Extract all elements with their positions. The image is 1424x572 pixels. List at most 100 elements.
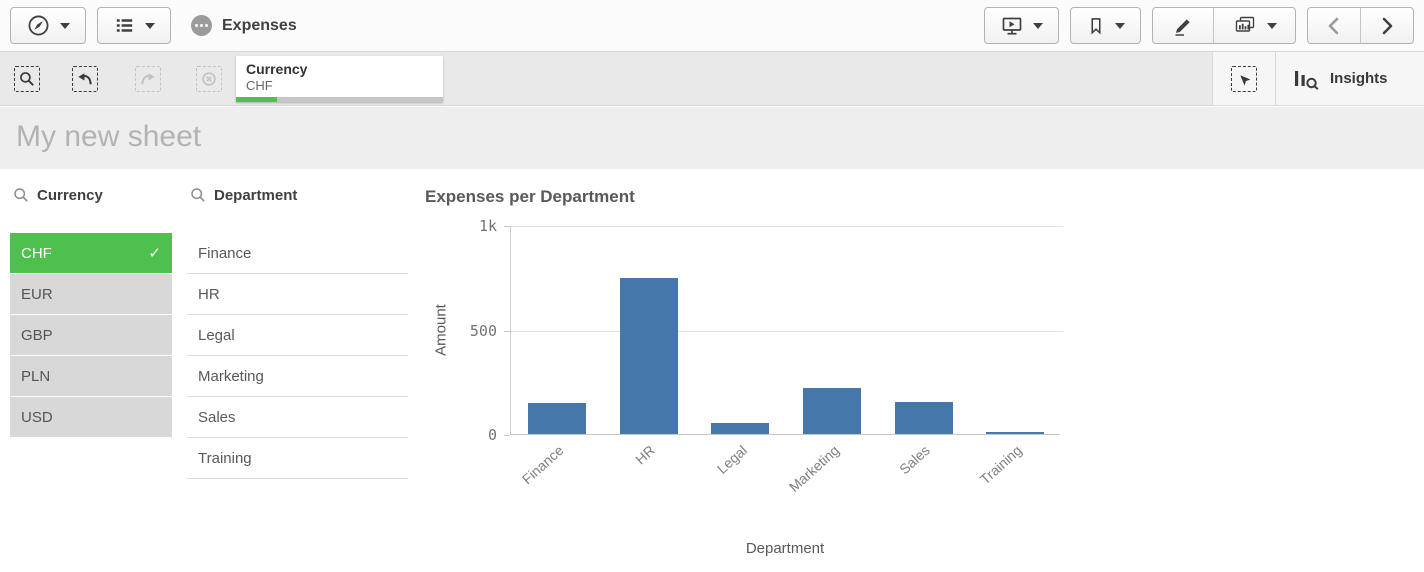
- list-item-label: HR: [198, 285, 220, 303]
- y-tick-label: 500: [469, 322, 497, 340]
- gridline: [511, 331, 1063, 332]
- undo-selection-button[interactable]: [72, 66, 98, 92]
- chart-title: Expenses per Department: [425, 187, 635, 206]
- filter-pane-header[interactable]: Currency: [10, 183, 172, 207]
- y-axis-title: Amount: [432, 304, 450, 356]
- compass-icon: [28, 15, 49, 36]
- selection-value: CHF: [246, 78, 273, 93]
- filter-pane-currency: Currency CHF ✓ EUR GBP PLN USD: [10, 183, 172, 438]
- y-tick-label: 0: [487, 426, 497, 444]
- smart-search-button[interactable]: [14, 66, 40, 92]
- toolbar-right: [984, 7, 1414, 44]
- tick-mark: [504, 226, 510, 227]
- clear-selections-button[interactable]: [196, 66, 222, 92]
- storytelling-button[interactable]: [984, 7, 1059, 44]
- magnifier-icon: [14, 188, 28, 202]
- insights-logo-icon: [1295, 70, 1319, 90]
- list-item-label: Sales: [198, 408, 236, 426]
- undo-selection-icon: [72, 66, 98, 92]
- caret-down-icon: [1033, 22, 1043, 29]
- search-selection-icon: [14, 66, 40, 92]
- filter-pane-header[interactable]: Department: [187, 183, 408, 207]
- bar-finance[interactable]: [528, 403, 586, 434]
- app-navigation-button[interactable]: [97, 7, 171, 44]
- bookmark-icon: [1091, 17, 1101, 34]
- tick-mark: [504, 435, 510, 436]
- list-item[interactable]: EUR: [10, 274, 172, 314]
- previous-sheet-button[interactable]: [1308, 8, 1360, 43]
- selection-progress-fill: [236, 97, 278, 102]
- bar-marketing[interactable]: [803, 388, 861, 434]
- app-options-icon[interactable]: [191, 15, 212, 36]
- selections-bar: Currency CHF: [0, 52, 1424, 106]
- x-category-label: Marketing: [785, 442, 842, 496]
- divider: [1275, 52, 1276, 105]
- insights-button[interactable]: Insights: [1292, 67, 1388, 91]
- list-item[interactable]: Finance: [187, 233, 408, 274]
- gridline: [511, 226, 1063, 227]
- selection-field: Currency: [246, 61, 308, 77]
- list-item-label: GBP: [21, 326, 53, 344]
- list-item[interactable]: Training: [187, 438, 408, 479]
- bar-sales[interactable]: [895, 402, 953, 434]
- edit-sheet-button[interactable]: [1153, 8, 1213, 43]
- filter-pane-title: Currency: [37, 186, 103, 204]
- chevron-left-icon: [1328, 17, 1339, 34]
- bookmarks-button[interactable]: [1070, 7, 1141, 44]
- list-item[interactable]: CHF ✓: [10, 233, 172, 273]
- magnifier-icon: [191, 188, 205, 202]
- list-item[interactable]: Marketing: [187, 356, 408, 397]
- list-item-label: PLN: [21, 367, 51, 385]
- app-title: Expenses: [222, 16, 297, 34]
- next-sheet-button[interactable]: [1360, 8, 1413, 43]
- list-item[interactable]: GBP: [10, 315, 172, 355]
- x-category-label: Training: [976, 442, 1025, 488]
- bar-training[interactable]: [986, 432, 1044, 434]
- sheet-content: Currency CHF ✓ EUR GBP PLN USD Department Fin…: [0, 169, 1424, 572]
- redo-selection-button[interactable]: [135, 66, 161, 92]
- caret-down-icon: [1267, 22, 1277, 29]
- sheet-title: My new sheet: [16, 120, 202, 153]
- selections-bar-right: Insights: [1212, 52, 1424, 105]
- selection-progress: [236, 97, 443, 102]
- redo-selection-icon: [135, 66, 161, 92]
- sheet-nav-button-group: [1307, 7, 1414, 44]
- x-category-label: Legal: [713, 442, 750, 477]
- selections-tool-icon: [1231, 65, 1257, 92]
- selections-tool-button[interactable]: [1231, 65, 1257, 92]
- currency-list: CHF ✓ EUR GBP PLN USD: [10, 233, 172, 437]
- presentation-play-icon: [1002, 17, 1022, 35]
- x-category-label: Finance: [518, 442, 567, 488]
- list-item[interactable]: HR: [187, 274, 408, 315]
- list-item-label: USD: [21, 408, 53, 426]
- list-item-label: EUR: [21, 285, 53, 303]
- list-item[interactable]: PLN: [10, 356, 172, 396]
- navigation-menu-button[interactable]: [10, 7, 86, 44]
- list-item[interactable]: Sales: [187, 397, 408, 438]
- department-list: Finance HR Legal Marketing Sales Training: [187, 233, 408, 479]
- list-item[interactable]: Legal: [187, 315, 408, 356]
- list-item[interactable]: USD: [10, 397, 172, 437]
- chevron-right-icon: [1382, 17, 1393, 34]
- x-axis-title: Department: [745, 540, 825, 557]
- insights-label: Insights: [1330, 70, 1388, 87]
- caret-down-icon: [1115, 22, 1125, 29]
- app-toolbar: Expenses: [0, 0, 1424, 52]
- x-category-label: HR: [631, 442, 658, 468]
- list-item-label: Training: [198, 449, 252, 467]
- bar-hr[interactable]: [620, 278, 678, 434]
- list-icon: [116, 19, 133, 32]
- selection-chip[interactable]: Currency CHF: [236, 56, 443, 102]
- caret-down-icon: [60, 22, 70, 29]
- bar-legal[interactable]: [711, 423, 769, 434]
- caret-down-icon: [145, 22, 155, 29]
- filter-pane-department: Department Finance HR Legal Marketing Sales T…: [187, 183, 408, 479]
- list-item-label: Legal: [198, 326, 235, 344]
- clear-selections-icon: [196, 66, 222, 92]
- x-category-label: Sales: [895, 442, 933, 478]
- toolbar-left: Expenses: [10, 7, 297, 44]
- sheets-button[interactable]: [1213, 8, 1295, 43]
- list-item-label: CHF: [21, 244, 52, 262]
- list-item-label: Marketing: [198, 367, 264, 385]
